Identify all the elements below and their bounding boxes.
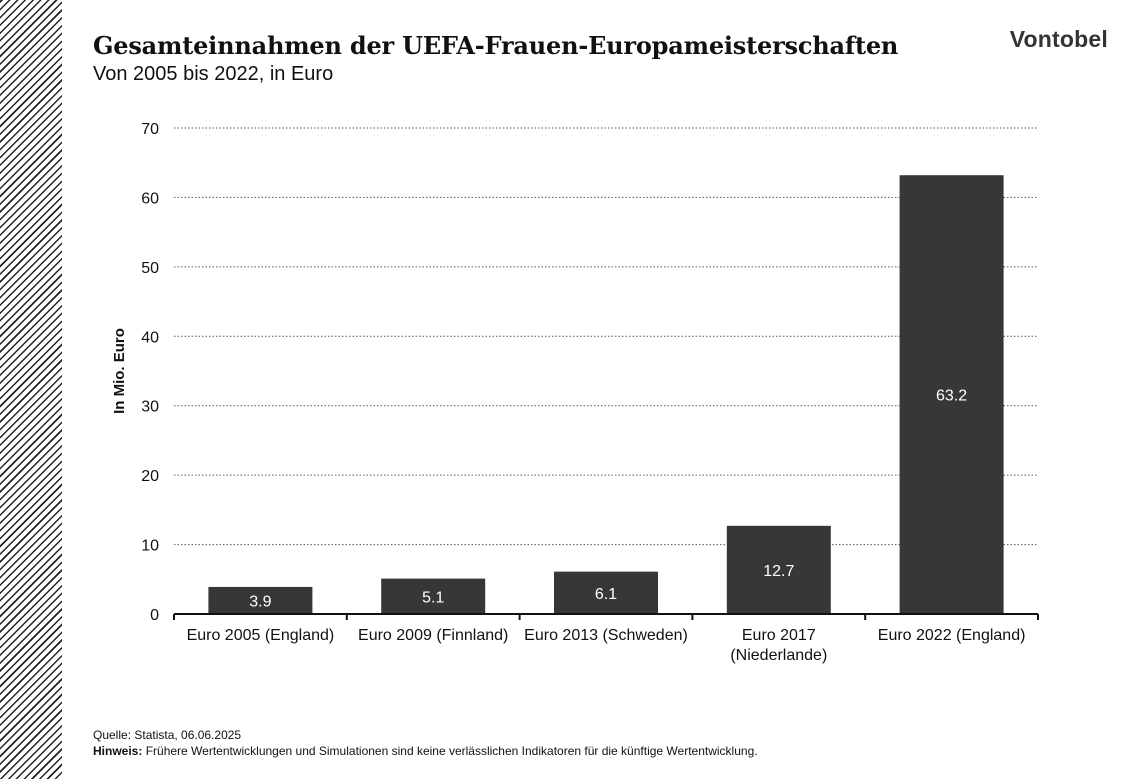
- disclaimer-label: Hinweis:: [93, 744, 143, 758]
- chart-title: Gesamteinnahmen der UEFA-Frauen-Europame…: [93, 31, 899, 60]
- bar: [208, 586, 313, 614]
- x-tick-label: Euro 2009 (Finnland): [358, 627, 508, 644]
- bar-data-label: 63.2: [936, 388, 967, 405]
- disclaimer-text: Frühere Wertentwicklungen und Simulation…: [145, 744, 758, 758]
- y-tick-label: 10: [141, 538, 159, 555]
- bar-data-label: 6.1: [595, 586, 617, 603]
- y-tick-label: 70: [141, 121, 159, 138]
- y-tick-label: 30: [141, 399, 159, 416]
- bar-data-label: 5.1: [422, 589, 444, 606]
- brand-logo: Vontobel: [1009, 26, 1108, 52]
- x-tick-label: Euro 2017: [742, 627, 816, 644]
- y-tick-label: 0: [150, 607, 159, 624]
- bar: [726, 525, 831, 614]
- bar-data-label: 12.7: [763, 563, 794, 580]
- x-tick-label: Euro 2022 (England): [878, 627, 1026, 644]
- x-tick-label: Euro 2013 (Schweden): [524, 627, 688, 644]
- x-tick-label: (Niederlande): [730, 647, 827, 664]
- y-tick-label: 50: [141, 260, 159, 277]
- bar: [381, 578, 486, 614]
- source-note: Quelle: Statista, 06.06.2025: [93, 728, 242, 742]
- hatched-side-border: [0, 0, 62, 779]
- bar: [554, 571, 658, 614]
- chart-subtitle: Von 2005 bis 2022, in Euro: [93, 63, 334, 85]
- x-tick-label: Euro 2005 (England): [187, 627, 335, 644]
- y-tick-label: 60: [141, 190, 159, 207]
- y-tick-label: 20: [141, 468, 159, 485]
- disclaimer-note: Hinweis: Frühere Wertentwicklungen und S…: [93, 744, 758, 758]
- y-axis-title: In Mio. Euro: [111, 328, 128, 414]
- y-tick-label: 40: [141, 329, 159, 346]
- bar: [899, 175, 1004, 614]
- bar-data-label: 3.9: [249, 593, 271, 610]
